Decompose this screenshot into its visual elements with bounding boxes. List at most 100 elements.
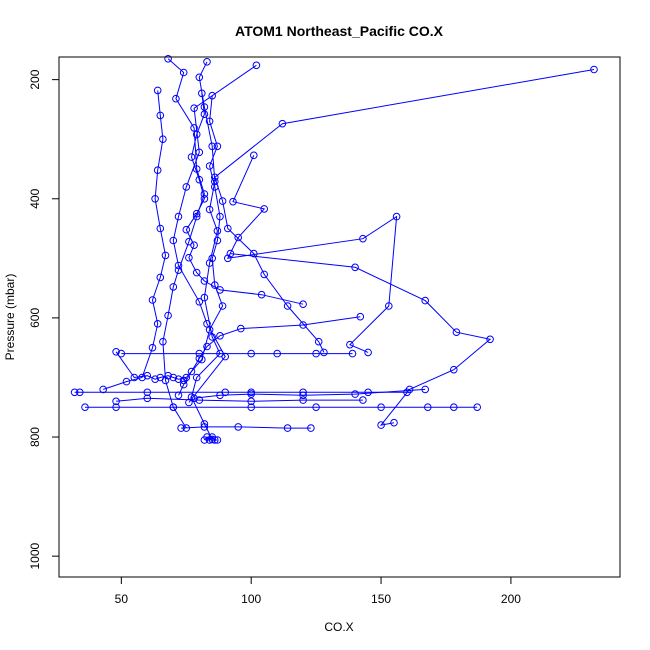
data-point <box>169 283 178 291</box>
data-point <box>211 173 219 182</box>
data-point <box>364 348 372 357</box>
data-point <box>153 166 162 174</box>
data-point <box>117 349 126 358</box>
data-point <box>153 320 162 328</box>
data-point <box>182 183 191 191</box>
data-point <box>190 124 198 132</box>
data-point <box>112 403 120 412</box>
data-point <box>252 61 261 70</box>
y-tick-label: 1000 <box>28 542 42 569</box>
data-point <box>312 349 320 358</box>
data-point <box>76 388 84 397</box>
data-point <box>174 391 183 400</box>
data-point <box>200 277 209 285</box>
data-point <box>359 234 367 243</box>
series-line <box>214 69 595 353</box>
data-point <box>216 286 224 294</box>
data-point <box>351 390 359 398</box>
data-point <box>174 375 183 384</box>
series-line <box>190 61 221 440</box>
x-axis: 50 100 150 200 <box>115 577 521 606</box>
data-point <box>247 403 255 412</box>
data-point <box>450 403 458 412</box>
data-point <box>299 300 307 309</box>
data-point <box>364 388 372 397</box>
data-point <box>224 224 232 233</box>
series-12 <box>177 423 315 432</box>
data-point <box>200 195 209 203</box>
data-point <box>159 337 167 346</box>
data-point <box>177 424 185 432</box>
data-point <box>200 110 209 118</box>
data-point <box>205 326 214 334</box>
data-point <box>213 436 222 444</box>
data-point <box>218 197 227 205</box>
data-point <box>234 423 242 431</box>
y-axis-title: Pressure (mbar) <box>3 274 17 361</box>
data-point <box>159 135 167 143</box>
data-point <box>247 397 255 406</box>
data-point <box>164 55 172 63</box>
data-point <box>185 398 193 407</box>
data-point <box>385 302 393 310</box>
series-16 <box>174 312 365 400</box>
data-point <box>151 375 159 384</box>
data-point <box>187 153 196 161</box>
data-point <box>424 403 432 412</box>
data-point <box>390 418 398 427</box>
series-13 <box>200 433 222 444</box>
data-point <box>203 58 211 66</box>
data-point <box>161 251 170 260</box>
data-point <box>205 205 214 214</box>
data-point <box>229 197 237 206</box>
data-point <box>205 162 214 170</box>
data-point <box>377 421 385 429</box>
data-point <box>164 311 172 320</box>
data-point <box>250 151 258 160</box>
x-tick-label: 100 <box>241 592 261 606</box>
data-point <box>403 388 411 397</box>
data-point <box>208 254 216 263</box>
data-point <box>226 249 235 258</box>
data-point <box>169 236 178 245</box>
data-point <box>283 424 292 432</box>
data-point <box>200 293 209 302</box>
data-point <box>247 390 255 398</box>
data-point <box>169 373 178 382</box>
series-line <box>116 397 363 402</box>
data-point <box>200 423 209 431</box>
data-point <box>216 391 224 400</box>
series-4 <box>211 65 598 357</box>
data-point <box>192 209 201 218</box>
data-point <box>213 236 222 245</box>
series-line <box>194 388 426 399</box>
y-tick-label: 200 <box>28 69 42 89</box>
data-point <box>143 388 152 397</box>
series-5 <box>224 151 401 357</box>
data-point <box>195 354 204 363</box>
y-tick-label: 800 <box>28 427 42 447</box>
data-point <box>195 396 204 404</box>
data-point <box>450 365 458 374</box>
data-point <box>148 343 157 352</box>
data-point <box>283 302 292 310</box>
data-point <box>156 373 165 382</box>
data-point <box>452 328 461 337</box>
data-point <box>208 142 216 151</box>
data-point <box>320 348 328 357</box>
data-point <box>195 73 204 82</box>
data-point <box>237 324 245 333</box>
data-point <box>164 371 172 380</box>
data-point <box>112 348 120 356</box>
series-line <box>181 426 311 429</box>
series-17 <box>182 89 307 309</box>
data-point <box>260 270 269 279</box>
series-11 <box>117 349 357 358</box>
data-point <box>590 65 598 74</box>
data-point <box>234 233 242 242</box>
y-axis: 200 400 600 800 1000 <box>28 69 59 570</box>
series-line <box>178 316 361 396</box>
plot-frame <box>58 56 621 578</box>
data-point <box>307 424 315 432</box>
